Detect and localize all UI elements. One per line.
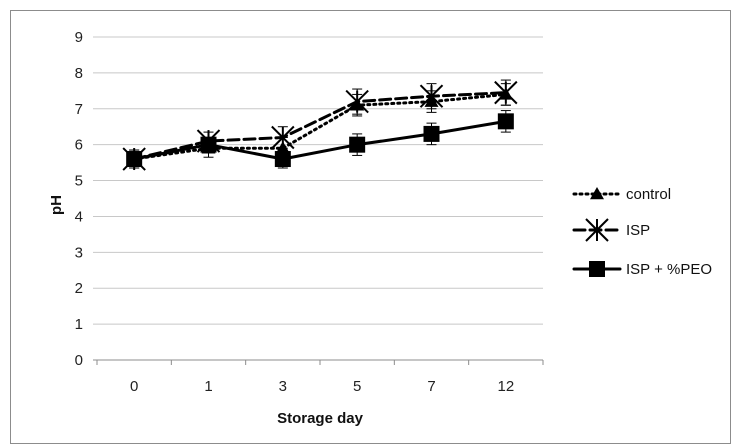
series-lines xyxy=(132,91,508,161)
gridlines xyxy=(93,36,543,361)
marker-isp xyxy=(494,80,518,105)
legend-item-control: control xyxy=(572,186,671,203)
legend: control ISP ISP + %PEO xyxy=(572,186,712,278)
marker-isp-peo xyxy=(423,125,440,142)
y-tick-label: 9 xyxy=(75,29,83,46)
series-line-isp-peo xyxy=(132,119,508,161)
x-tick-label: 3 xyxy=(279,378,287,395)
x-tick-label: 0 xyxy=(130,378,138,395)
legend-marker-isp xyxy=(585,218,609,242)
legend-marker-isp-peo xyxy=(589,261,605,277)
y-tick-label: 3 xyxy=(75,244,83,261)
x-axis-ticks: 0 1 3 5 7 12 xyxy=(96,360,544,395)
chart-frame xyxy=(10,10,731,444)
y-tick-label: 4 xyxy=(75,208,83,225)
y-tick-label: 8 xyxy=(75,65,83,82)
series-markers xyxy=(122,80,518,171)
series-line-isp xyxy=(132,91,508,161)
marker-isp xyxy=(271,125,295,150)
legend-label-isp-peo: ISP + %PEO xyxy=(626,261,712,278)
y-axis-ticks: 0 1 2 3 4 5 6 7 8 9 xyxy=(75,29,83,369)
series-line-control xyxy=(132,92,508,161)
marker-isp-peo xyxy=(349,136,366,153)
error-bars xyxy=(129,79,511,169)
legend-item-isp: ISP xyxy=(572,218,650,242)
marker-isp-peo xyxy=(274,151,291,168)
x-tick-label: 7 xyxy=(427,378,435,395)
marker-isp-peo xyxy=(200,136,217,153)
y-tick-label: 7 xyxy=(75,101,83,118)
y-tick-label: 2 xyxy=(75,280,83,297)
legend-label-isp: ISP xyxy=(626,222,650,239)
x-tick-label: 5 xyxy=(353,378,361,395)
y-tick-label: 0 xyxy=(75,352,83,369)
x-axis-title: Storage day xyxy=(277,410,364,427)
y-tick-label: 5 xyxy=(75,173,83,190)
marker-isp-peo xyxy=(497,113,514,130)
x-tick-label: 1 xyxy=(204,378,212,395)
legend-label-control: control xyxy=(626,186,671,203)
y-tick-label: 6 xyxy=(75,137,83,154)
cropped-caption-strip xyxy=(0,0,735,8)
y-axis-title: pH xyxy=(48,195,65,215)
x-tick-label: 12 xyxy=(497,378,514,395)
legend-marker-control xyxy=(590,187,604,200)
legend-item-isp-peo: ISP + %PEO xyxy=(572,261,712,278)
marker-isp-peo xyxy=(126,151,143,168)
marker-isp xyxy=(345,89,369,114)
y-tick-label: 1 xyxy=(75,316,83,333)
marker-isp xyxy=(419,84,444,108)
